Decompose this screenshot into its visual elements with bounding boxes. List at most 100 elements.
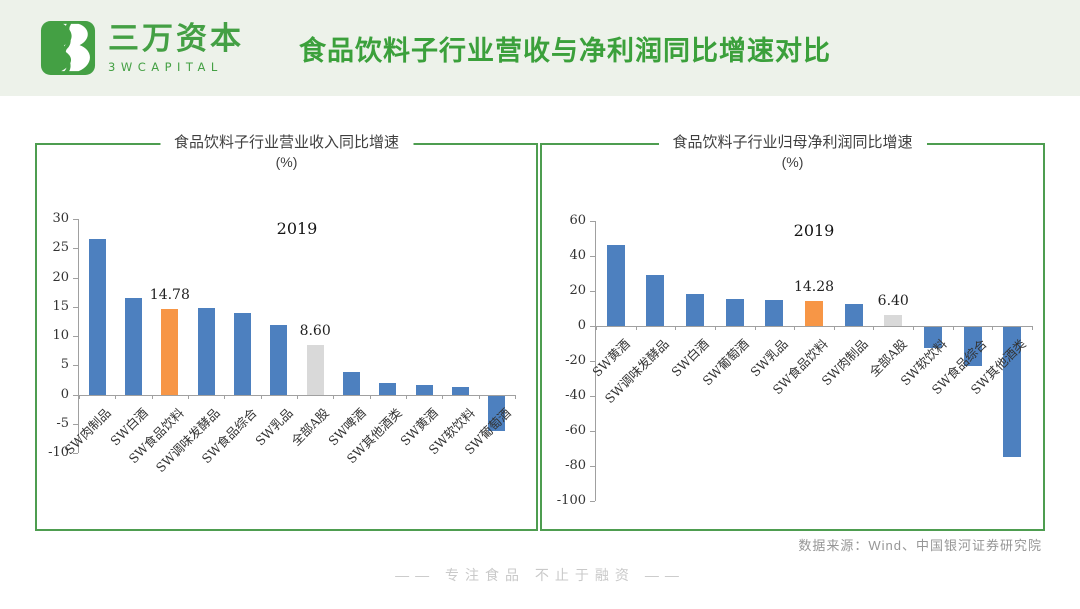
y-tick-mark [73,394,78,396]
y-tick-label: -100 [556,493,586,508]
y-tick-mark [590,361,595,362]
x-tick-mark [515,394,516,399]
x-tick-mark [333,394,335,399]
y-tick-label: 5 [60,357,69,373]
x-tick-mark [406,394,407,399]
x-tick-mark [992,326,994,330]
y-tick-mark [73,365,78,367]
data-label: 8.60 [299,322,331,339]
x-axis-line [595,326,1033,327]
bar [343,371,360,395]
x-tick-mark [297,394,298,399]
x-tick-mark [635,326,637,330]
bar [607,245,625,326]
y-tick-label: -40 [565,388,586,403]
x-tick-mark [478,394,480,399]
chart-subtitle: (%) [275,154,298,170]
bar [125,297,142,395]
y-tick-label: 30 [52,211,69,226]
y-tick-label: 10 [52,328,69,343]
bar [726,299,744,326]
x-tick-mark [596,326,597,330]
y-tick-mark [73,306,78,308]
bar [89,238,106,395]
bar [646,275,664,326]
bar [686,294,704,326]
chart-title: 食品饮料子行业营业收入同比增速 [173,134,400,151]
x-tick-mark [260,394,262,399]
y-tick-label: -20 [565,353,586,368]
bar [416,384,433,395]
bar [924,327,942,348]
x-tick-mark [369,394,371,399]
data-label: 6.40 [877,293,909,309]
y-tick-label: -10 [48,445,69,460]
y-tick-label: -60 [565,423,586,438]
x-tick-mark [442,394,444,399]
y-tick-mark [590,221,595,222]
y-tick-mark [73,453,78,454]
year-annotation: 2019 [276,219,318,238]
x-tick-mark [754,326,756,330]
bar [270,324,287,395]
chart-title: 食品饮料子行业归母净利润同比增速 [672,134,913,151]
bar [452,386,469,395]
x-tick-mark [952,326,954,330]
y-tick-mark [590,326,595,327]
3w-road-logo-icon [40,20,96,76]
y-tick-label: -5 [56,415,69,431]
x-tick-mark [1032,326,1033,330]
x-tick-mark [794,326,796,330]
y-tick-label: 15 [52,298,69,314]
y-tick-mark [590,291,595,292]
profit-chart-title-block: 食品饮料子行业归母净利润同比增速 (%) [658,133,927,171]
y-tick-mark [590,501,595,502]
y-tick-label: 20 [52,269,69,285]
bar [845,304,863,326]
bar [1003,327,1021,457]
x-tick-mark [115,394,117,399]
y-tick-mark [590,431,595,432]
revenue-growth-chart-panel: 食品饮料子行业营业收入同比增速 (%) 30 25 20 15 10 5 0 -5 -10 SW肉… [35,133,538,531]
bar [307,344,324,395]
bar [884,315,902,326]
x-tick-mark [913,326,915,330]
y-tick-label: 60 [569,213,586,228]
data-label: 14.78 [149,286,190,303]
x-tick-mark [675,326,677,330]
brand-text: 三万资本 3WCAPITAL [108,23,244,74]
brand-logo: 三万资本 3WCAPITAL [40,20,244,76]
y-tick-label: 0 [577,318,586,333]
y-tick-mark [590,466,595,467]
brand-name-en: 3WCAPITAL [108,59,223,74]
chart-subtitle: (%) [781,154,804,170]
y-tick-mark [73,336,78,337]
y-tick-mark [590,396,595,397]
y-tick-mark [590,256,595,257]
bar [964,327,982,366]
y-tick-mark [73,248,78,250]
x-tick-mark [224,394,226,399]
profit-chart-plot-area: 60 40 20 0 -20 -40 -60 -80 -100 SW黄酒 SW调味发酵品 SW白酒 SW… [542,145,1043,529]
y-axis-line [78,219,79,453]
data-source-note: 数据来源：Wind、中国银河证券研究院 [798,538,1042,553]
y-tick-label: 25 [52,240,69,256]
year-annotation: 2019 [793,221,835,240]
revenue-chart-plot-area: 30 25 20 15 10 5 0 -5 -10 SW肉制品 SW白酒 SW食品饮料 14.78 SW调… [37,145,536,529]
bar [198,307,215,395]
y-tick-label: 20 [569,283,586,298]
x-tick-mark [79,394,80,399]
header-banner: 三万资本 3WCAPITAL 食品饮料子行业营收与净利润同比增速对比 [0,0,1080,96]
y-tick-label: 40 [569,248,586,263]
x-tick-mark [151,394,153,399]
revenue-chart-title-block: 食品饮料子行业营业收入同比增速 (%) [159,133,414,171]
y-tick-mark [73,423,78,425]
bar [488,395,505,431]
bar [379,382,396,395]
x-tick-mark [714,326,716,330]
data-label: 14.28 [793,279,835,295]
bar [161,308,178,395]
bar [234,312,251,395]
x-tick-mark [873,326,875,330]
y-tick-label: 0 [60,386,69,402]
